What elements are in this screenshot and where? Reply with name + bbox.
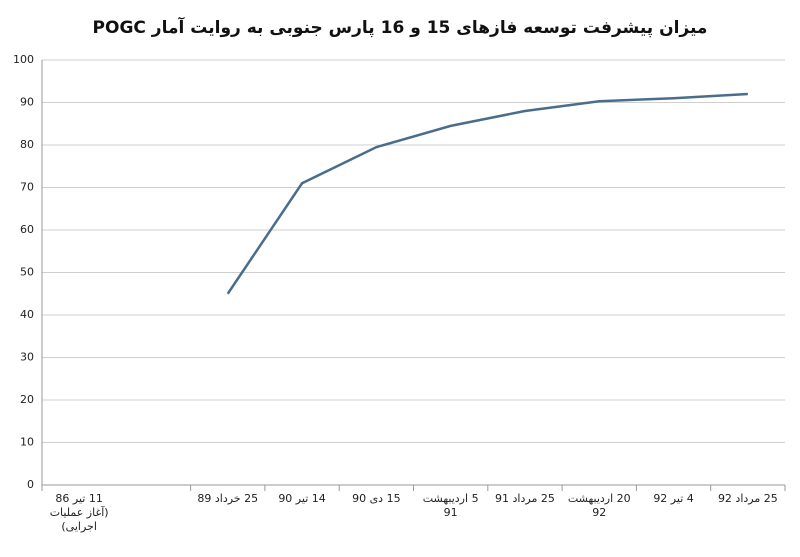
y-tick-label: 80: [20, 138, 34, 151]
y-tick-label: 20: [20, 393, 34, 406]
x-tick-label: 14 تیر 90: [278, 492, 326, 505]
data-line: [226, 92, 748, 295]
x-tick-label: 25 مرداد 92: [717, 492, 778, 505]
y-tick-label: 30: [20, 351, 34, 364]
chart-title: میزان پیشرفت توسعه فازهای 15 و 16 پارس ج…: [92, 18, 708, 38]
y-tick-label: 60: [20, 223, 34, 236]
y-tick-label: 40: [20, 308, 34, 321]
x-tick-label: 20 اردیبهشت 92: [567, 492, 631, 519]
x-tick-label: 15 دی 90: [352, 492, 401, 505]
x-tick-label: 11 تیر 86 (آغاز عملیات اجرایی): [49, 492, 109, 533]
x-tick-label: 4 تیر 92: [653, 492, 694, 505]
y-tick-label: 10: [20, 436, 34, 449]
y-tick-label: 50: [20, 266, 34, 279]
x-tick-label: 5 اردیبهشت 91: [422, 492, 479, 519]
y-tick-label: 0: [27, 478, 34, 491]
x-tick-label: 25 مرداد 91: [495, 492, 555, 505]
y-tick-label: 90: [20, 96, 34, 109]
y-tick-label: 70: [20, 181, 34, 194]
x-tick-label: 25 خرداد 89: [197, 492, 259, 505]
y-tick-label: 100: [13, 53, 34, 66]
